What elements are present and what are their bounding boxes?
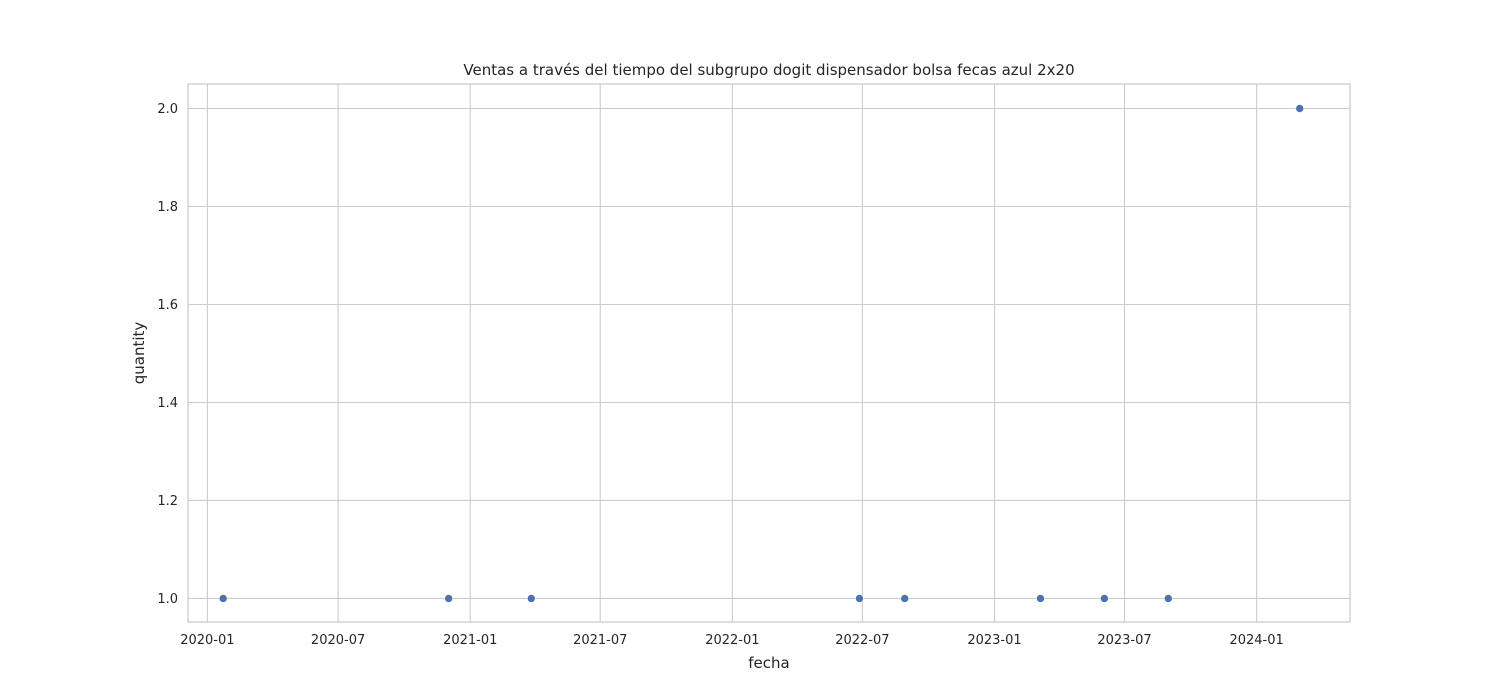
data-point (1296, 104, 1304, 112)
data-point (855, 594, 863, 602)
plot-frame (188, 84, 1350, 622)
data-point (219, 594, 227, 602)
y-tick-label: 2.0 (157, 102, 178, 117)
data-points (219, 104, 1304, 602)
chart-title: Ventas a través del tiempo del subgrupo … (463, 61, 1074, 79)
x-tick-label: 2020-01 (180, 633, 234, 648)
data-point (1164, 594, 1172, 602)
y-tick-label: 1.6 (157, 298, 178, 313)
y-tick-label: 1.0 (157, 592, 178, 607)
x-tick-label: 2021-01 (443, 633, 497, 648)
data-point (901, 594, 909, 602)
x-tick-label: 2021-07 (573, 633, 627, 648)
data-point (527, 594, 535, 602)
y-tick-label: 1.8 (157, 200, 178, 215)
x-tick-label: 2022-01 (705, 633, 759, 648)
x-tick-label: 2023-01 (967, 633, 1021, 648)
x-tick-label: 2023-07 (1097, 633, 1151, 648)
data-point (1036, 594, 1044, 602)
y-axis-title: quantity (130, 322, 148, 385)
data-point (445, 594, 453, 602)
x-axis-ticks: 2020-01 2020-07 2021-01 2021-07 2022-01 2022-… (180, 633, 1284, 648)
grid (188, 84, 1350, 622)
y-tick-label: 1.4 (157, 396, 178, 411)
y-tick-label: 1.2 (157, 494, 178, 509)
y-axis-ticks: 1.0 1.2 1.4 1.6 1.8 2.0 (157, 102, 178, 607)
x-axis-title: fecha (748, 654, 789, 672)
data-point (1100, 594, 1108, 602)
x-tick-label: 2022-07 (835, 633, 889, 648)
x-tick-label: 2024-01 (1229, 633, 1283, 648)
x-tick-label: 2020-07 (311, 633, 365, 648)
